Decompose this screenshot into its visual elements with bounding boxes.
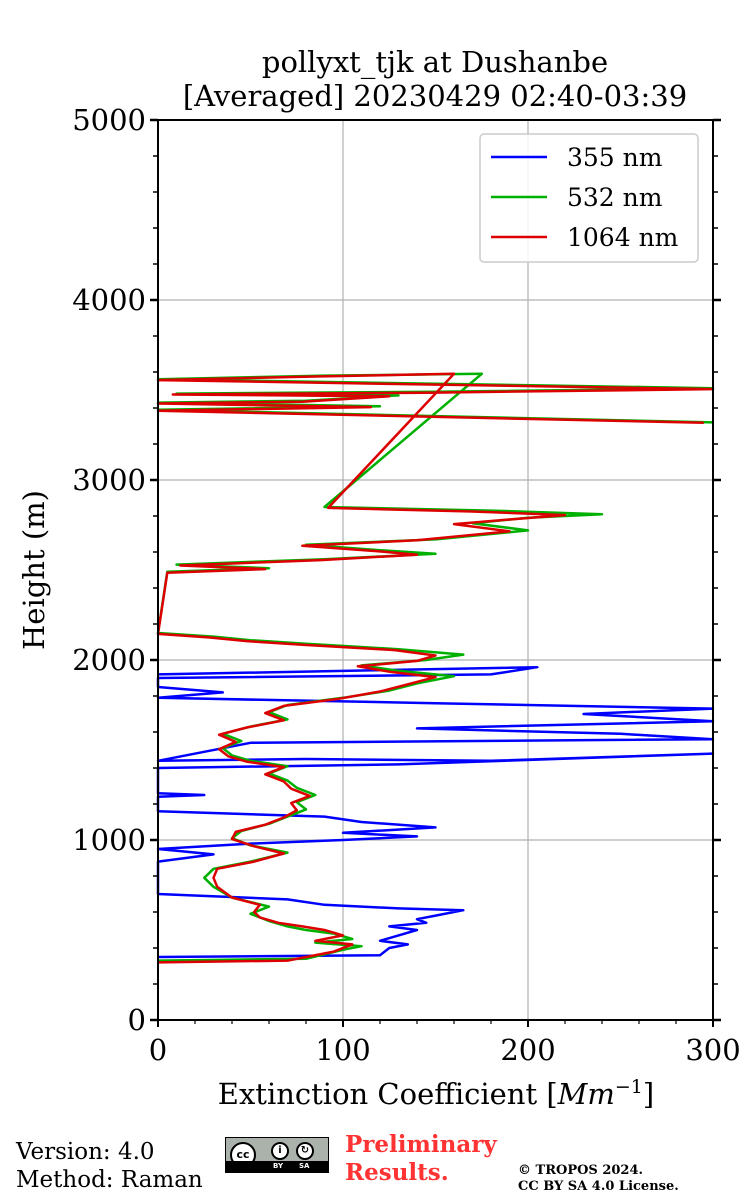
badge-bar — [226, 1161, 328, 1172]
version-text: Version: 4.0 — [16, 1139, 155, 1165]
x-tick-label: 100 — [315, 1033, 370, 1067]
y-tick-label: 0 — [128, 1003, 146, 1037]
copyright: © TROPOS 2024. CC BY SA 4.0 License. — [518, 1163, 679, 1195]
x-axis-label-exponent: −1 — [615, 1076, 643, 1098]
by-icon: i — [271, 1142, 289, 1160]
x-axis-label-close: ] — [643, 1077, 654, 1111]
legend-label-532: 532 nm — [567, 183, 663, 212]
legend: 355 nm 532 nm 1064 nm — [479, 133, 699, 263]
chart-title-line2: [Averaged] 20230429 02:40-03:39 — [183, 79, 687, 113]
chart: pollyxt_tjk at Dushanbe [Averaged] 20230… — [17, 45, 741, 1111]
series-line-532-nm — [156, 372, 715, 962]
chart-title-line1: pollyxt_tjk at Dushanbe — [262, 45, 608, 80]
y-tick-label: 1000 — [72, 823, 146, 857]
y-tick-label: 5000 — [72, 103, 146, 137]
x-axis-label: Extinction Coefficient [Mm−1] — [218, 1076, 654, 1111]
sa-icon: ↻ — [296, 1142, 314, 1160]
preliminary-line2: Results. — [345, 1159, 449, 1186]
x-tick-label: 200 — [500, 1033, 555, 1067]
preliminary-line1: Preliminary — [345, 1131, 497, 1158]
copyright-line1: © TROPOS 2024. — [518, 1163, 644, 1178]
preliminary-results: Preliminary Results. — [345, 1131, 497, 1187]
y-tick-label: 4000 — [72, 283, 146, 317]
y-axis-label: Height (m) — [17, 490, 51, 650]
series-line-355-nm — [156, 665, 715, 959]
legend-label-355: 355 nm — [567, 143, 663, 172]
by-label: BY — [273, 1162, 284, 1170]
footer-info: Version: 4.0 Method: Raman — [16, 1138, 203, 1194]
grid — [158, 120, 713, 1020]
series-line-1064-nm — [156, 372, 715, 964]
method-text: Method: Raman — [16, 1167, 203, 1193]
sa-label: SA — [299, 1162, 310, 1170]
legend-box — [479, 133, 699, 263]
legend-label-1064: 1064 nm — [567, 223, 679, 252]
y-tick-label: 2000 — [72, 643, 146, 677]
copyright-line2: CC BY SA 4.0 License. — [518, 1179, 679, 1194]
cc-license-badge: cc i ↻ BY SA — [225, 1137, 329, 1173]
x-axis-label-unit: Mm — [557, 1077, 615, 1111]
x-axis-label-text: Extinction Coefficient [ — [218, 1077, 558, 1111]
plot-frame — [157, 119, 714, 1021]
x-tick-label: 0 — [149, 1033, 167, 1067]
series-group — [156, 372, 715, 964]
y-tick-label: 3000 — [72, 463, 146, 497]
x-tick-label: 300 — [685, 1033, 740, 1067]
